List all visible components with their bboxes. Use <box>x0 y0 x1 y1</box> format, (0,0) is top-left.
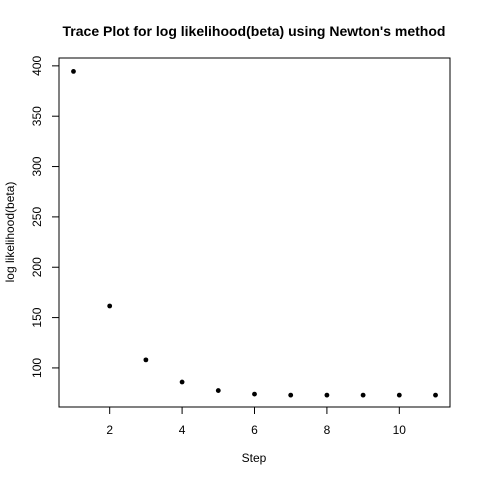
x-tick-label: 4 <box>179 423 186 437</box>
data-points <box>71 68 438 398</box>
x-tick-label: 10 <box>393 423 407 437</box>
data-point <box>324 392 330 398</box>
y-tick-label: 100 <box>30 358 44 378</box>
y-tick-label: 400 <box>30 56 44 76</box>
data-point <box>71 68 76 74</box>
y-tick-label: 300 <box>30 156 44 176</box>
data-point <box>107 303 113 309</box>
y-tick-label: 350 <box>30 106 44 126</box>
y-tick-label: 250 <box>30 207 44 227</box>
data-point <box>433 392 438 398</box>
x-tick-label: 2 <box>106 423 113 437</box>
data-point <box>396 392 402 398</box>
data-point <box>215 388 221 393</box>
y-tick-label: 150 <box>30 307 44 327</box>
data-point <box>179 379 185 385</box>
x-tick-label: 6 <box>251 423 258 437</box>
data-point <box>143 357 149 363</box>
x-axis-label: Step <box>242 451 267 465</box>
data-point <box>360 392 366 398</box>
data-point <box>252 391 257 397</box>
x-axis: 2 4 6 8 10 <box>106 407 406 437</box>
y-tick-label: 200 <box>30 257 44 277</box>
x-tick-label: 8 <box>324 423 331 437</box>
data-point <box>288 392 294 398</box>
y-axis: 100 150 200 250 300 350 400 <box>30 56 59 378</box>
chart-title: Trace Plot for log likelihood(beta) usin… <box>63 23 446 39</box>
y-axis-label: log likelihood(beta) <box>3 182 17 283</box>
